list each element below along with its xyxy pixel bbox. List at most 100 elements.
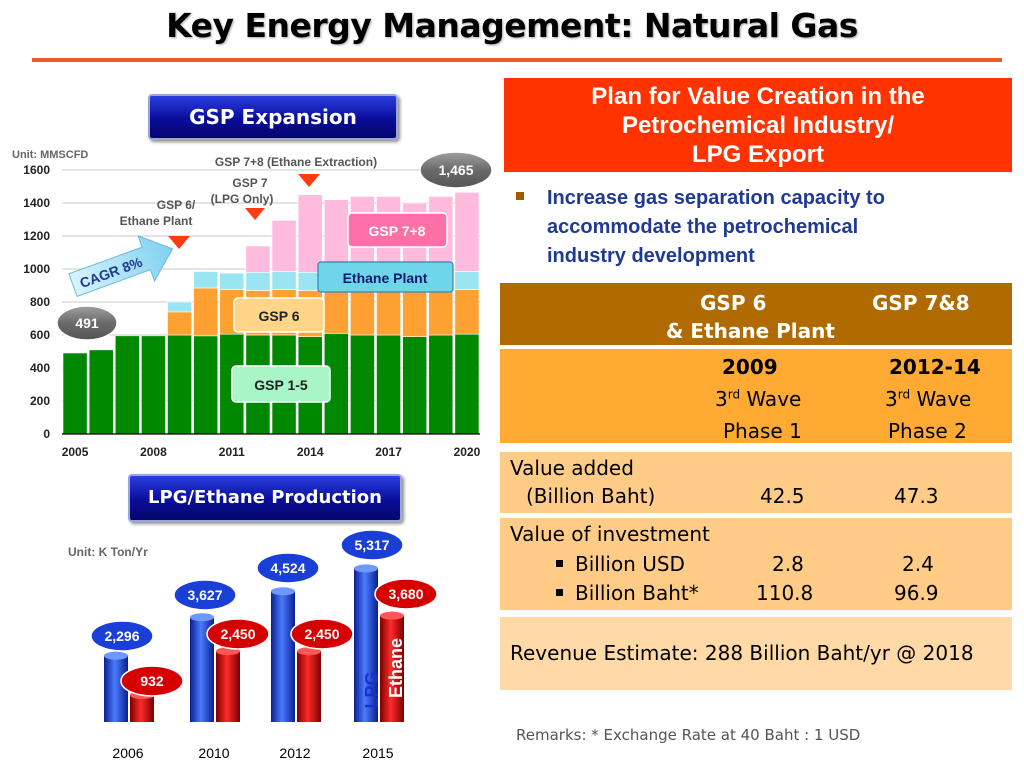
col1-wave-num: 3 xyxy=(715,387,728,411)
plan-value-added-row: Value added (Billion Baht) 42.5 47.3 xyxy=(500,452,1012,513)
gsp-x-tick: 2014 xyxy=(297,445,324,459)
gsp-expansion-chart: Unit: MMSCFD 0 200 400 600 800 1000 1200 1400 16… xyxy=(12,149,493,459)
gsp-bar-ethane-plant xyxy=(454,271,480,290)
plan-header: Plan for Value Creation in the Petrochem… xyxy=(504,78,1012,172)
col2-wave-word: Wave xyxy=(916,387,972,411)
gsp-x-tick: 2017 xyxy=(375,445,402,459)
ethane-bubble xyxy=(120,665,184,697)
inv-baht-label: Billion Baht* xyxy=(575,581,699,605)
ethane-bar xyxy=(297,651,321,722)
gsp-bar-gsp-7-8 xyxy=(297,194,323,273)
annotation-gsp6-line2: Ethane Plant xyxy=(120,214,193,228)
gsp-y-tick: 800 xyxy=(30,295,50,309)
annotation-gsp7-line1: GSP 7 xyxy=(232,176,267,190)
lpg-x-tick: 2010 xyxy=(198,745,229,761)
gsp-bar-gsp-7-8 xyxy=(454,191,480,272)
gsp-y-tick: 600 xyxy=(30,328,50,342)
gsp-x-tick: 2008 xyxy=(140,445,167,459)
lpg-value: 4,524 xyxy=(270,560,305,576)
va-col1: 42.5 xyxy=(760,484,805,508)
lpg-value: 5,317 xyxy=(354,537,389,553)
slide-title: Key Energy Management: Natural Gas xyxy=(166,6,858,45)
gsp-unit-label: Unit: MMSCFD xyxy=(12,149,88,161)
label-gsp15-text: GSP 1-5 xyxy=(254,377,308,393)
va-col2: 47.3 xyxy=(894,484,939,508)
lpg-production-label: LPG/Ethane Production xyxy=(128,474,402,522)
lpg-ethane-chart: Unit: K Ton/Yr 2006 2010 2012 2015 2,296 3,62… xyxy=(68,529,438,761)
col2-head: GSP 7&8 xyxy=(872,291,970,315)
ethane-value: 2,450 xyxy=(304,626,339,642)
lpg-bubble xyxy=(90,620,154,652)
gsp-expansion-label: GSP Expansion xyxy=(148,94,398,140)
label-gsp15: GSP 1-5 xyxy=(231,365,331,403)
col1-wave-word: Wave xyxy=(746,387,802,411)
gsp-bar-gsp-6 xyxy=(323,288,349,334)
gsp-y-ticks: 0 200 400 600 800 1000 1200 1400 1600 xyxy=(23,163,50,441)
lpg-bar xyxy=(271,591,295,722)
marker-gsp7-icon xyxy=(245,208,265,220)
inv-usd-bullet-icon xyxy=(556,560,563,567)
inv-usd-col1: 2.8 xyxy=(772,552,804,576)
gsp-bar-gsp-1-5 xyxy=(88,349,114,435)
va-line2: (Billion Baht) xyxy=(526,484,656,508)
ethane-value: 932 xyxy=(140,673,164,689)
col1-phase: Phase 1 xyxy=(723,419,802,443)
ethane-value: 3,680 xyxy=(388,586,423,602)
plan-investment-row: Value of investment Billion USD 2.8 2.4 … xyxy=(500,518,1012,610)
gsp-y-tick: 200 xyxy=(30,394,50,408)
gsp-x-ticks: 2005 2008 2011 2014 2017 2020 xyxy=(62,445,481,459)
gsp-x-tick: 2020 xyxy=(454,445,481,459)
gsp-bar-gsp-1-5 xyxy=(167,334,192,435)
lpg-x-tick: 2015 xyxy=(362,745,393,761)
ethane-bar xyxy=(216,651,240,722)
gsp-bar-ethane-plant xyxy=(167,301,192,313)
gsp-bar-gsp-6 xyxy=(376,288,401,336)
col2-wave-num: 3 xyxy=(885,387,898,411)
lpg-series-label: LPG xyxy=(362,671,382,708)
inv-baht-col2: 96.9 xyxy=(894,581,939,605)
lpg-bars: 2006 2010 2012 2015 2,296 3,627 4,524 5,317 932 2… xyxy=(90,529,438,761)
end-value-bubble: 1,465 xyxy=(419,151,493,189)
gsp-y-tick: 1200 xyxy=(23,229,50,243)
inv-baht-item: Billion Baht* xyxy=(556,581,699,605)
ethane-bar xyxy=(130,695,154,722)
gsp-expansion-label-text: GSP Expansion xyxy=(189,105,357,129)
gsp-bar-ethane-plant xyxy=(271,271,297,290)
label-gsp78-text: GSP 7+8 xyxy=(369,223,426,239)
plan-bullet: Increase gas separation capacity to acco… xyxy=(516,184,996,271)
lpg-value: 2,296 xyxy=(104,628,139,644)
bullet-line1: Increase gas separation capacity to xyxy=(547,187,885,209)
ethane-value: 2,450 xyxy=(220,626,255,642)
annotation-gsp6-line1: GSP 6/ xyxy=(157,198,196,212)
ethane-bubble xyxy=(290,618,354,650)
inv-baht-col1: 110.8 xyxy=(756,581,814,605)
col2-wave-sup: rd xyxy=(897,387,911,402)
gsp-bar-gsp-6 xyxy=(167,311,192,336)
plan-header-line2: Petrochemical Industry/ xyxy=(621,111,895,139)
bullet-square-icon xyxy=(516,192,524,200)
lpg-x-tick: 2012 xyxy=(279,745,310,761)
gsp-x-tick: 2011 xyxy=(219,445,245,459)
lpg-bubble xyxy=(340,529,404,561)
label-ethane-plant-text: Ethane Plant xyxy=(343,270,428,286)
revenue-text: Revenue Estimate: 288 Billion Baht/yr @ … xyxy=(510,641,974,665)
plan-revenue-row: Revenue Estimate: 288 Billion Baht/yr @ … xyxy=(500,617,1012,690)
inv-usd-item: Billion USD xyxy=(556,552,685,576)
gsp-y-tick: 1000 xyxy=(23,262,50,276)
gsp-y-tick: 1600 xyxy=(23,163,50,177)
lpg-value: 3,627 xyxy=(187,587,222,603)
col1-wave: 3rd Wave xyxy=(715,387,801,411)
marker-gsp6-icon xyxy=(168,236,190,249)
inv-usd-label: Billion USD xyxy=(575,552,685,576)
bullet-line2: accommodate the petrochemical xyxy=(547,216,859,238)
gsp-y-tick: 400 xyxy=(30,361,50,375)
col1-year: 2009 xyxy=(722,355,778,379)
gsp-bar-gsp-1-5 xyxy=(141,335,166,435)
bullet-line3: industry development xyxy=(547,245,755,267)
lpg-bubble xyxy=(256,552,320,584)
gsp-bar-gsp-6 xyxy=(428,288,454,336)
gsp-x-tick: 2005 xyxy=(62,445,89,459)
gsp-bar-gsp-1-5 xyxy=(62,352,88,435)
col1-head-line1: GSP 6 xyxy=(700,291,767,315)
lpg-bar xyxy=(104,655,128,722)
